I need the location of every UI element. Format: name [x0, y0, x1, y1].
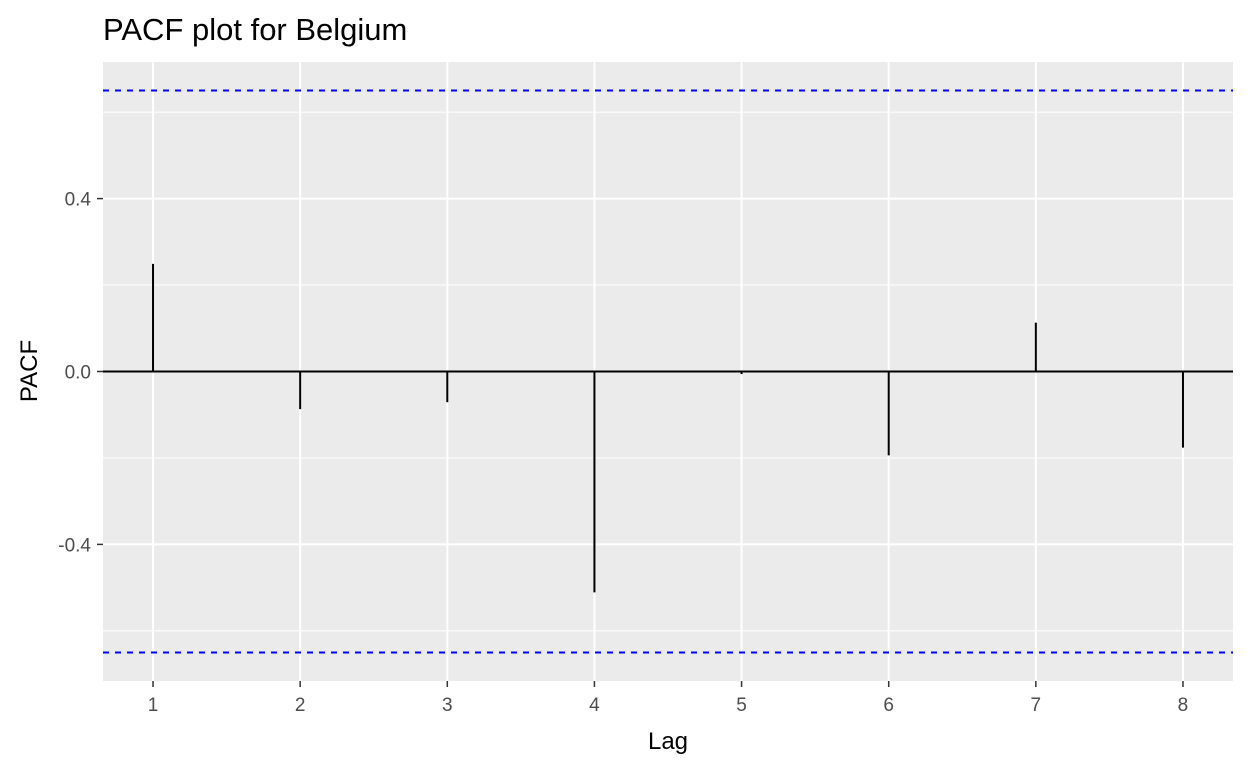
x-axis-title: Lag [648, 728, 688, 755]
confidence-bounds [103, 89, 1233, 654]
x-tick-label-0: 1 [148, 695, 159, 716]
x-tick-label-2: 3 [442, 695, 453, 716]
y-tick-label-1: 0.0 [65, 363, 91, 384]
x-tick-label-5: 6 [883, 695, 894, 716]
y-tick-label-0: -0.4 [58, 535, 91, 556]
x-tick-label-3: 4 [589, 695, 600, 716]
pacf-bars [152, 263, 1184, 593]
y-axis-title: PACF [16, 340, 43, 402]
minor-gridlines [103, 111, 1233, 632]
y-tick-label-2: 0.4 [65, 190, 92, 211]
x-tick-label-4: 5 [736, 695, 747, 716]
x-tick-label-1: 2 [295, 695, 306, 716]
x-tick-label-7: 8 [1178, 695, 1189, 716]
chart-title: PACF plot for Belgium [103, 12, 407, 47]
y-axis-ticks: -0.4 0.0 0.4 [58, 190, 103, 556]
x-axis-ticks: 1 2 3 4 5 6 7 8 [148, 681, 1189, 716]
x-tick-label-6: 7 [1031, 695, 1042, 716]
